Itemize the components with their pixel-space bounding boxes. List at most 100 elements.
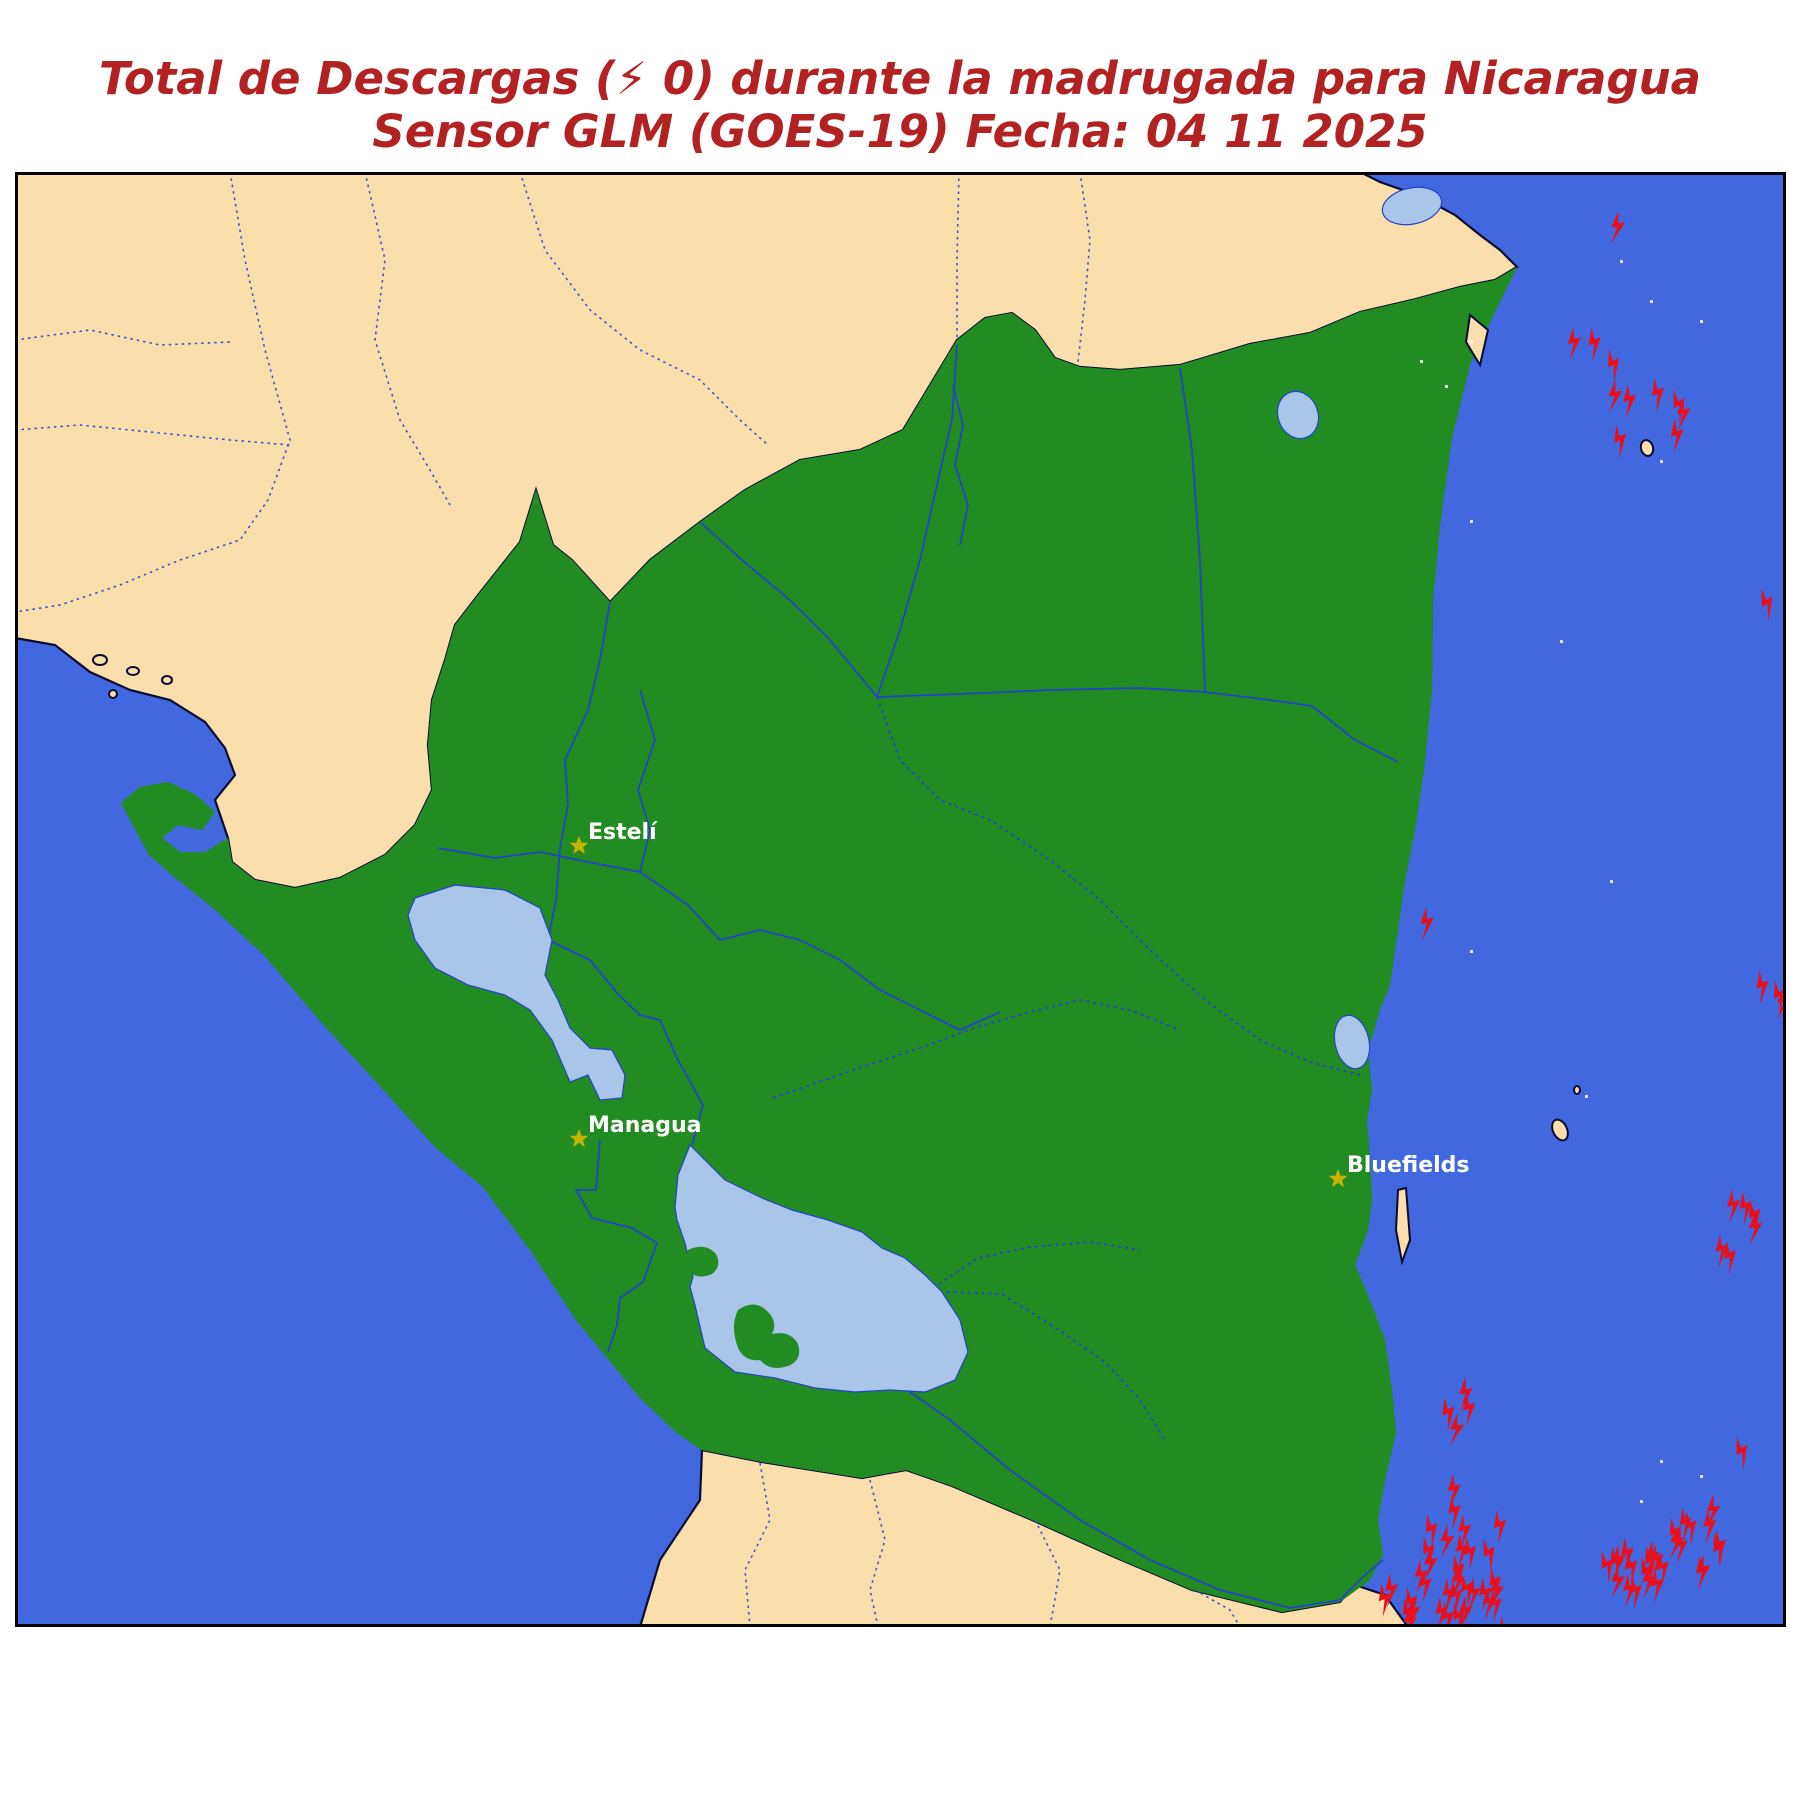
lightning-bolt-icon (1459, 1595, 1473, 1627)
map-speck (1700, 1475, 1703, 1478)
caratasca-lagoon (1381, 186, 1443, 226)
lightning-bolt-icon (1426, 1514, 1438, 1549)
city-star-icon (569, 1129, 589, 1148)
lightning-bolt-icon (1406, 1586, 1418, 1621)
map-speck (1470, 520, 1473, 523)
noise-specks (1420, 260, 1703, 1503)
lightning-bolt-icon (1435, 1596, 1449, 1627)
lightning-bolt-icon (1385, 1573, 1399, 1608)
lightning-bolt-icon (1423, 1535, 1435, 1570)
lightning-bolt-icon (1419, 1568, 1432, 1603)
lightning-bolt-icon (1440, 1524, 1455, 1559)
lightning-bolt-icon (1614, 424, 1627, 459)
lightning-bolt-icon (1761, 588, 1773, 623)
lightning-bolt-icon (1453, 1601, 1465, 1627)
small-island (161, 675, 173, 685)
map-title: Total de Descargas (⚡ 0) durante la madr… (0, 52, 1800, 158)
map-speck (1470, 340, 1473, 343)
lightning-bolt-icon (1670, 418, 1684, 454)
city-label: Bluefields (1347, 1153, 1470, 1178)
zapatera-island (686, 1246, 719, 1277)
city-marker-bluefields: Bluefields (1328, 1153, 1470, 1188)
lightning-bolt-icon (1452, 1554, 1465, 1589)
lightning-bolt-icon (1706, 1494, 1721, 1529)
lightning-bolt-icon (1651, 1568, 1664, 1603)
lightning-bolt-icon (1378, 1583, 1391, 1618)
map-speck (1420, 360, 1423, 363)
map-speck (1620, 260, 1623, 263)
lightning-bolt-icon (1482, 1586, 1496, 1621)
lightning-bolt-icon (1724, 1240, 1736, 1275)
lightning-bolt-icon (1493, 1509, 1506, 1545)
honduras-admin-lines (15, 172, 1091, 613)
lightning-bolt-icon (1642, 1564, 1656, 1599)
city-label: Estelí (588, 820, 658, 845)
lightning-bolt-icon (1588, 327, 1601, 362)
lightning-bolt-icon (1463, 1392, 1476, 1427)
map-speck (1610, 880, 1613, 883)
lightning-bolt-icon (1748, 1211, 1763, 1245)
lightning-bolt-icon (1601, 1550, 1613, 1585)
lightning-bolt-icon (1677, 397, 1691, 431)
lightning-bolt-icon (1459, 1376, 1473, 1411)
map-speck (1585, 1095, 1588, 1098)
map-area: Estelí Managua Bluefields (15, 172, 1786, 1627)
small-island (126, 666, 140, 676)
lightning-bolt-icon (1673, 389, 1685, 424)
lightning-bolt-icon (1756, 970, 1769, 1005)
lightning-bolt-icon (1623, 384, 1637, 419)
costa-rica-admin-lines (744, 1462, 1241, 1627)
map-speck (1470, 950, 1473, 953)
lightning-bolt-icon (1449, 1412, 1464, 1447)
lightning-bolt-icon (1450, 1579, 1462, 1614)
lightning-bolt-icon (1625, 1551, 1638, 1586)
lightning-bolt-icon (1657, 1551, 1669, 1586)
small-island (92, 654, 108, 666)
lightning-bolt-icon (1420, 906, 1434, 941)
lightning-bolt-icon (1629, 1575, 1642, 1610)
lightning-bolt-icon (1736, 1436, 1748, 1471)
lightning-bolt-icon (1650, 1543, 1664, 1579)
lightning-bolt-icon (1623, 1573, 1637, 1608)
lightning-bolt-icon (1612, 1543, 1626, 1578)
small-island (108, 689, 118, 699)
lightning-bolt-icon (1467, 1576, 1481, 1611)
lightning-bolt-icon (1610, 1546, 1623, 1581)
lake-managua (407, 884, 626, 1101)
nicaragua (121, 267, 1517, 1612)
title-line-2: Sensor GLM (GOES-19) Fecha: 04 11 2025 (372, 105, 1428, 159)
lightning-bolt-icon (1641, 1556, 1653, 1591)
lightning-bolt-icon (1610, 210, 1625, 245)
lightning-bolt-icon (1448, 1495, 1461, 1530)
lightning-bolt-icon (1424, 1547, 1438, 1581)
city-star-icon (569, 836, 589, 855)
title-line-1: Total de Descargas (⚡ 0) durante la madr… (98, 52, 1702, 105)
lightning-bolt-icon (1674, 1529, 1688, 1564)
pearl-lagoon (1333, 1014, 1371, 1070)
lightning-bolt-icon (1483, 1538, 1495, 1573)
map-speck (1560, 640, 1563, 643)
lightning-bolt-icon (1441, 1601, 1454, 1627)
lightning-bolt-icon (1713, 1533, 1725, 1568)
lightning-bolt-icon (1685, 1511, 1697, 1546)
city-star-icon (1328, 1169, 1348, 1188)
lightning-bolt-icon (1442, 1397, 1455, 1432)
lightning-bolt-icon (1608, 349, 1620, 384)
lightning-bolt-icon (1489, 1588, 1502, 1623)
lightning-bolt-icon (1749, 1199, 1761, 1234)
map-speck (1700, 320, 1703, 323)
map-speck (1445, 385, 1448, 388)
lightning-bolt-icon (1455, 1533, 1469, 1569)
lakes (407, 186, 1443, 1393)
map-speck (1660, 1460, 1663, 1463)
city-marker-estel: Estelí (569, 820, 658, 855)
lightning-bolt-icon (1442, 1577, 1456, 1613)
lightning-strikes (1378, 210, 1786, 1627)
lightning-bolt-icon (1403, 1597, 1415, 1627)
lightning-bolt-icon (1715, 1233, 1729, 1269)
city-label: Managua (588, 1113, 702, 1138)
ocean-islands (92, 439, 1655, 1142)
lightning-bolt-icon (1651, 377, 1664, 413)
lightning-bolt-icon (1773, 980, 1786, 1015)
